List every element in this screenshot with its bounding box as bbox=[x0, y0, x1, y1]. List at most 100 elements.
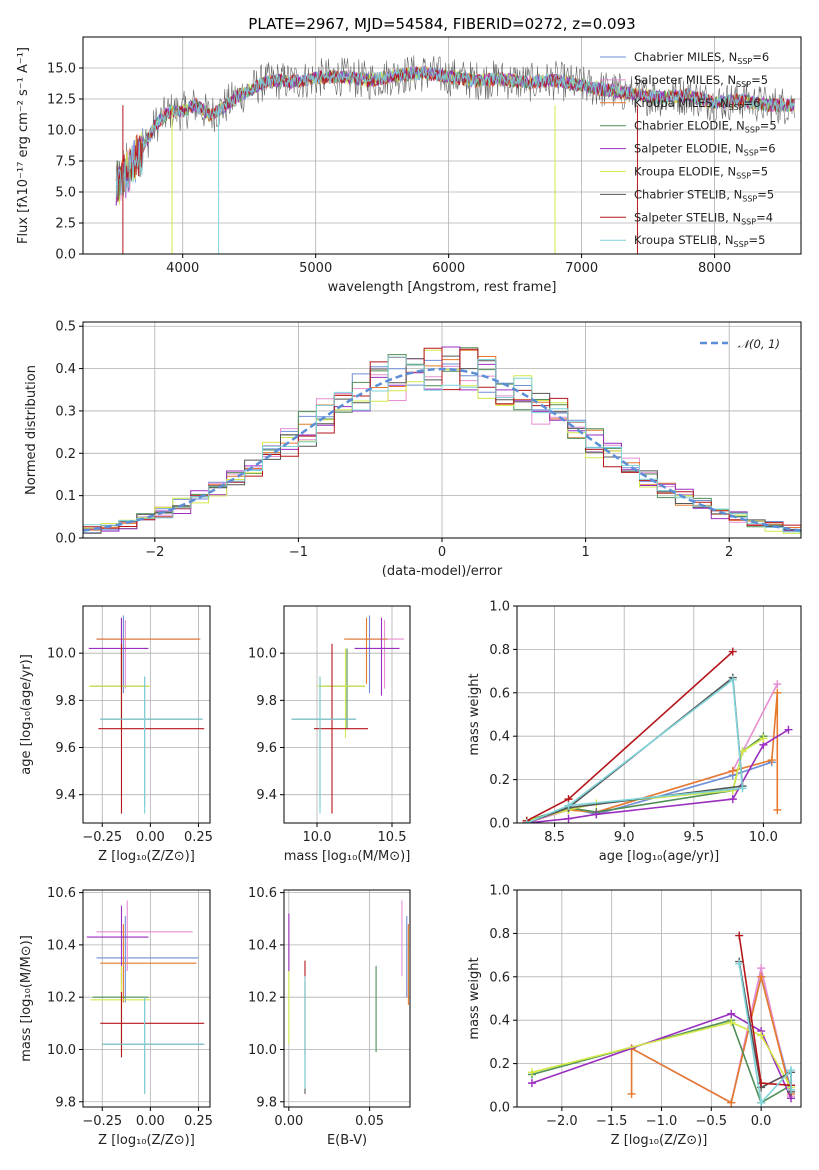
y-tick-label: 9.6 bbox=[256, 741, 277, 756]
y-tick-label: 0.0 bbox=[55, 532, 76, 547]
series-line-kroupa_stelib bbox=[738, 963, 792, 1105]
y-tick-label: 15.0 bbox=[47, 62, 76, 77]
panel-age_vs_Z: −0.25 0.00 0.25 9.4 9.6 9.8 10.0 Z [log₁₀(Z/Z⊙)… bbox=[19, 605, 213, 864]
legend-label: Kroupa MILES, N bbox=[634, 96, 729, 110]
y-tick-label: 9.8 bbox=[256, 694, 277, 709]
spectrum-line-salpeter_stelib bbox=[115, 65, 795, 203]
x-axis-label: Z [log₁₀(Z/Z⊙)] bbox=[98, 1133, 195, 1148]
chart-title: PLATE=2967, MJD=54584, FIBERID=0272, z=0… bbox=[248, 15, 635, 33]
axes-frame bbox=[82, 36, 802, 255]
legend-entry: Kroupa MILES, NSSP=6 bbox=[634, 96, 760, 112]
legend-value: =6 bbox=[752, 50, 769, 64]
legend-sub: SSP bbox=[736, 80, 751, 89]
x-tick-label: 5000 bbox=[299, 261, 332, 276]
spectrum-line-kroupa_miles bbox=[115, 65, 795, 205]
y-tick-label: 0.4 bbox=[55, 362, 76, 377]
x-tick-label: 4000 bbox=[166, 261, 199, 276]
y-tick-label: 10.4 bbox=[47, 938, 76, 953]
series-line-salpeter_elodie bbox=[526, 729, 789, 823]
y-tick-label: 10.4 bbox=[248, 938, 277, 953]
spectrum-line-chabrier_elodie bbox=[115, 65, 795, 201]
plot-area bbox=[527, 931, 796, 1107]
y-tick-label: 10.2 bbox=[47, 991, 76, 1006]
legend-entry: Salpeter ELODIE, NSSP=6 bbox=[634, 142, 776, 158]
legend-label: Kroupa ELODIE, N bbox=[634, 165, 736, 179]
y-tick-label: 0.2 bbox=[489, 1057, 510, 1072]
y-tick-label: 0.0 bbox=[55, 248, 76, 263]
legend-entry: Chabrier MILES, NSSP=6 bbox=[634, 50, 769, 66]
y-tick-label: 0.0 bbox=[489, 1101, 510, 1116]
legend-label: Chabrier STELIB, N bbox=[634, 187, 742, 201]
y-axis-label: mass weight bbox=[467, 673, 482, 755]
x-tick-label: −0.25 bbox=[82, 830, 122, 845]
histogram-kroupa_stelib bbox=[83, 356, 801, 538]
grid bbox=[517, 605, 801, 824]
legend-sub: SSP bbox=[744, 149, 759, 158]
panel-mass_vs_ebv: 0.00 0.05 9.8 10.0 10.2 10.4 10.6 E(B-V) bbox=[248, 886, 411, 1148]
legend-label: Kroupa STELIB, N bbox=[634, 233, 734, 247]
x-tick-label: 7000 bbox=[565, 261, 598, 276]
series-marker-kroupa_elodie bbox=[527, 1068, 536, 1077]
series-marker-salpeter_elodie bbox=[564, 814, 573, 823]
series-line-chabrier_stelib bbox=[738, 961, 792, 1092]
x-tick-label: 8000 bbox=[698, 261, 731, 276]
x-tick-label: −2.0 bbox=[546, 1114, 578, 1129]
panel-mass_vs_Z: −0.25 0.00 0.25 9.8 10.0 10.2 10.4 10.6 Z [log₁₀… bbox=[19, 886, 213, 1148]
spectrum-line-salpeter_elodie bbox=[115, 66, 795, 206]
y-tick-label: 10.0 bbox=[47, 1043, 76, 1058]
legend-sub: SSP bbox=[729, 103, 744, 112]
y-axis-label: mass [log₁₀(M/M⊙)] bbox=[19, 935, 34, 1062]
x-tick-label: 0.00 bbox=[274, 1114, 303, 1129]
x-tick-label: −1.0 bbox=[646, 1114, 678, 1129]
grid bbox=[83, 890, 210, 1107]
series-marker-kroupa_miles bbox=[767, 756, 776, 765]
series-marker-salpeter_miles bbox=[773, 680, 782, 689]
legend-value: =4 bbox=[756, 210, 773, 224]
y-tick-label: 5.0 bbox=[55, 186, 76, 201]
y-tick-label: 0.0 bbox=[489, 817, 510, 832]
axes-frame bbox=[283, 605, 411, 824]
y-tick-label: 0.6 bbox=[489, 686, 510, 701]
series-marker-kroupa_stelib bbox=[564, 801, 573, 810]
legend-value: =5 bbox=[751, 73, 768, 87]
x-tick-label: 0 bbox=[438, 545, 446, 560]
series-marker-salpeter_stelib bbox=[735, 931, 744, 940]
legend-label: Chabrier ELODIE, N bbox=[634, 119, 745, 133]
series-marker-salpeter_elodie bbox=[592, 810, 601, 819]
spectrum-line-chabrier_miles bbox=[115, 64, 795, 206]
x-axis-label: mass [log₁₀(M/M⊙)] bbox=[284, 849, 411, 864]
axes-frame bbox=[82, 889, 211, 1108]
y-tick-label: 9.4 bbox=[256, 788, 277, 803]
axes-frame bbox=[516, 889, 802, 1108]
series-marker-kroupa_stelib bbox=[787, 1085, 796, 1094]
series-marker-kroupa_stelib bbox=[738, 784, 747, 793]
y-tick-label: 1.0 bbox=[489, 600, 510, 615]
x-tick-label: 2 bbox=[725, 545, 733, 560]
x-tick-label: 0.0 bbox=[751, 1114, 772, 1129]
legend-entry: Kroupa STELIB, NSSP=5 bbox=[634, 233, 765, 249]
series-marker-kroupa_elodie bbox=[757, 1031, 766, 1040]
y-tick-label: 10.2 bbox=[248, 991, 277, 1006]
x-axis-label: wavelength [Angstrom, rest frame] bbox=[328, 280, 557, 295]
gaussian-curve bbox=[83, 367, 801, 532]
panel-mass_weight_vs_Z: −2.0 −1.5 −1.0 −0.5 0.0 0.0 0.2 0.4 0.6 0.8 1.0 Z [… bbox=[467, 884, 802, 1148]
legend-entry: Chabrier ELODIE, NSSP=5 bbox=[634, 119, 777, 135]
x-tick-label: −2 bbox=[145, 545, 164, 560]
series-marker-kroupa_stelib bbox=[522, 819, 531, 823]
y-tick-label: 0.8 bbox=[489, 643, 510, 658]
series-marker-kroupa_stelib bbox=[728, 675, 737, 684]
panel-spectrum: 4000 5000 6000 7000 8000 0.0 2.5 5.0 7.5 10.0 12.5… bbox=[16, 15, 802, 295]
legend-value: =5 bbox=[760, 119, 777, 133]
y-tick-label: 1.0 bbox=[489, 884, 510, 899]
y-tick-label: 0.3 bbox=[55, 404, 76, 419]
x-tick-label: −0.25 bbox=[82, 1114, 122, 1129]
series-marker-kroupa_miles bbox=[728, 766, 737, 775]
y-tick-label: 0.2 bbox=[489, 773, 510, 788]
x-tick-label: 0.00 bbox=[136, 1114, 165, 1129]
axes-frame bbox=[516, 605, 802, 824]
y-tick-label: 9.8 bbox=[55, 694, 76, 709]
y-axis-label: Flux [fλ10⁻¹⁷ erg cm⁻² s⁻¹ A⁻¹] bbox=[16, 47, 31, 244]
series-marker-kroupa_miles bbox=[773, 688, 782, 697]
legend-entry: Kroupa ELODIE, NSSP=5 bbox=[634, 165, 768, 181]
y-tick-label: 9.6 bbox=[55, 741, 76, 756]
